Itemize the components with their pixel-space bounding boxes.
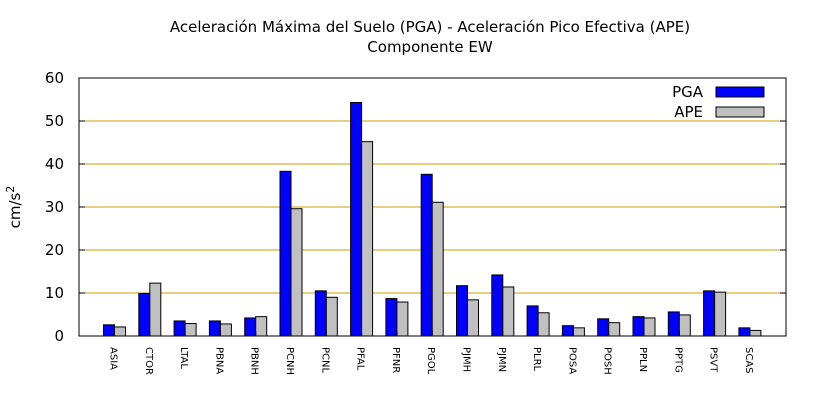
bar-pga <box>244 317 257 337</box>
x-tick-label: PGOL <box>425 347 436 375</box>
y-tick-label: 0 <box>54 327 64 345</box>
y-axis-label: cm/s2 <box>4 186 24 229</box>
y-axis-label-unit: cm/s <box>6 192 24 228</box>
bar-pga <box>420 173 433 337</box>
bar-pga <box>103 324 115 337</box>
x-tick-label: PSVT <box>708 347 719 373</box>
bar-pga <box>350 102 363 337</box>
x-tick-label: PCNH <box>284 347 295 375</box>
legend: PGA APE <box>672 83 765 121</box>
y-axis: 0 10 20 30 40 50 60 <box>45 69 786 345</box>
bar-pga <box>279 170 292 337</box>
bar-ape <box>114 326 126 337</box>
x-tick-label: PFAL <box>355 347 366 371</box>
bar-ape <box>325 296 338 337</box>
bar-pga <box>526 305 539 337</box>
legend-swatch <box>715 86 765 98</box>
bar-ape <box>255 316 268 337</box>
x-tick-label: CTOR <box>143 347 154 375</box>
bar-pga <box>703 290 716 337</box>
x-tick-label: PJMH <box>461 347 472 372</box>
y-tick-label: 20 <box>45 241 64 259</box>
bar-ape <box>678 314 691 337</box>
x-tick-label: PJMN <box>496 347 507 372</box>
x-tick-label: PPTG <box>672 347 683 373</box>
bar-pga <box>738 327 751 337</box>
bars <box>103 102 762 337</box>
x-tick-label: PBNA <box>213 347 224 374</box>
bar-ape <box>643 317 656 337</box>
bar-ape <box>219 323 232 337</box>
bar-ape <box>608 322 621 337</box>
bar-pga <box>173 320 186 337</box>
bar-pga <box>138 292 151 337</box>
y-tick-label: 60 <box>45 69 64 87</box>
y-axis-label-superscript: 2 <box>4 186 17 193</box>
bar-ape <box>290 208 303 337</box>
legend-swatch <box>715 106 765 118</box>
bar-ape <box>502 286 515 337</box>
y-tick-label: 40 <box>45 155 64 173</box>
bar-pga <box>561 325 574 337</box>
bar-pga <box>208 320 221 337</box>
bar-pga <box>667 311 680 337</box>
bar-pga <box>385 298 398 337</box>
bar-ape <box>467 299 479 337</box>
x-tick-label: LTAL <box>178 347 189 369</box>
bar-ape <box>714 291 727 337</box>
x-tick-label: PLRL <box>531 347 542 372</box>
bar-ape <box>149 282 162 337</box>
x-tick-label: POSA <box>566 347 577 374</box>
y-tick-label: 10 <box>45 284 64 302</box>
bar-ape <box>396 301 409 337</box>
chart-title: Aceleración Máxima del Suelo (PGA) - Ace… <box>170 18 690 36</box>
bar-pga <box>314 290 327 337</box>
bar-pga <box>632 316 645 337</box>
bar-ape <box>572 327 585 337</box>
x-tick-label: POSH <box>602 347 613 375</box>
y-tick-label: 50 <box>45 112 64 130</box>
x-axis: ASIA CTOR LTAL PBNA PBNH PCNH PCNL PFAL PFNR PGOL… <box>108 331 754 375</box>
x-tick-label: SCAS <box>743 347 754 374</box>
y-tick-label: 30 <box>45 198 64 216</box>
bar-ape <box>361 141 374 337</box>
bar-pga <box>491 274 504 337</box>
bar-ape <box>184 323 197 337</box>
bar-ape <box>431 201 444 337</box>
legend-label: PGA <box>672 83 704 101</box>
bar-ape <box>537 312 550 337</box>
legend-label: APE <box>674 103 703 121</box>
x-tick-label: PCNL <box>319 347 330 373</box>
x-tick-label: PPLN <box>637 347 648 372</box>
bar-ape <box>749 329 762 337</box>
x-tick-label: PFNR <box>390 347 401 373</box>
x-tick-label: PBNH <box>249 347 260 375</box>
bar-pga <box>456 285 468 337</box>
bar-pga <box>597 318 610 337</box>
chart-subtitle: Componente EW <box>367 38 493 56</box>
x-tick-label: ASIA <box>108 347 119 370</box>
